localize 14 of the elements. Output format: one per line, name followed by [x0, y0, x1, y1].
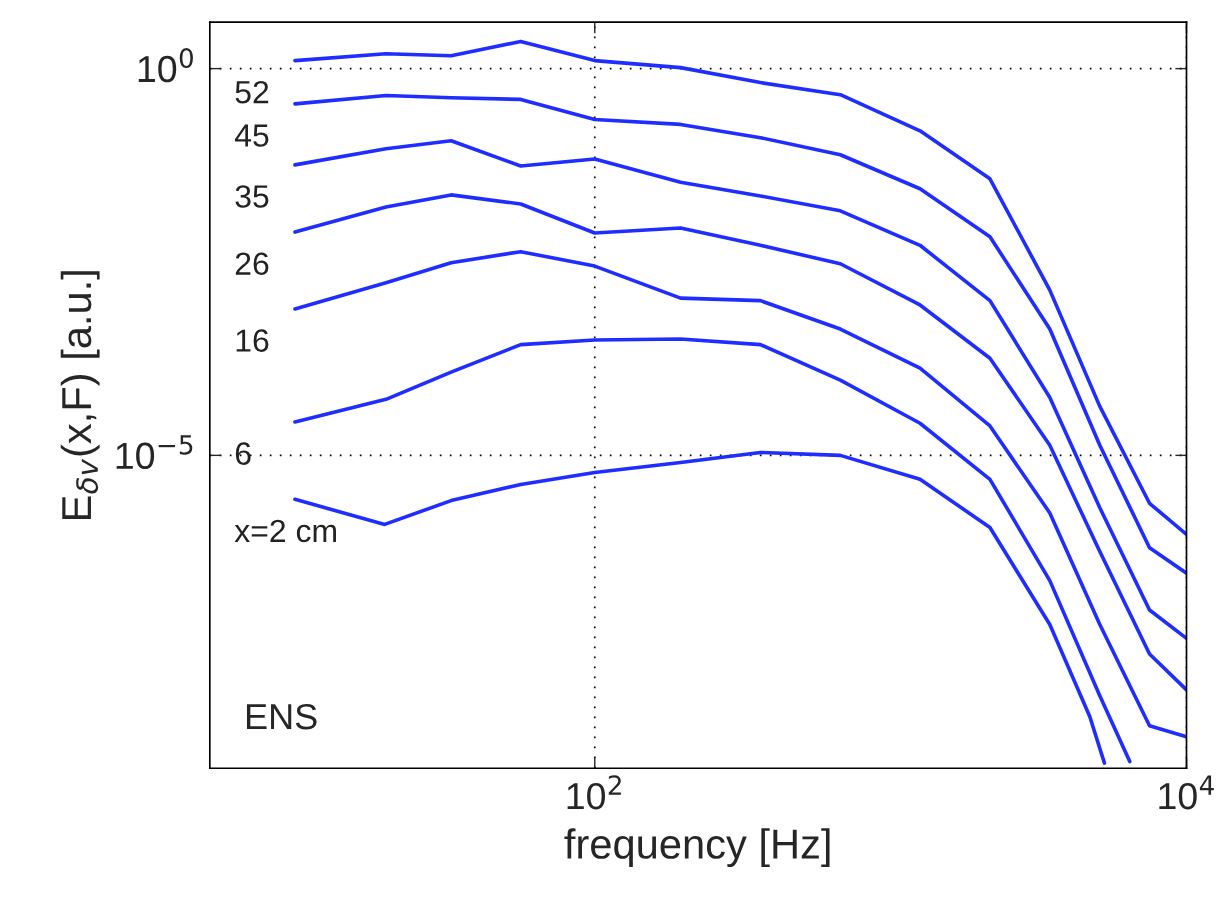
annotation: ENS: [246, 703, 317, 730]
series-label: 16: [236, 329, 269, 352]
y-axis-title: E$_{δv}$(x,F) [a.u.]: [60, 271, 100, 520]
series-label: x=2 cm: [234, 519, 336, 543]
series-label: 45: [234, 124, 269, 147]
y-tick-label: 10$^{0}$: [138, 48, 193, 83]
series-label: 52: [235, 80, 269, 104]
x-tick-label: 10$^{4}$: [1159, 775, 1214, 810]
series-label: 35: [235, 185, 269, 208]
x-axis-title: frequency [Hz]: [564, 828, 830, 868]
y-tick-label: 10$^{−5}$: [116, 435, 193, 470]
series-label: 6: [235, 442, 251, 465]
series-label: 26: [235, 252, 269, 276]
x-tick-label: 10$^{2}$: [567, 775, 621, 810]
